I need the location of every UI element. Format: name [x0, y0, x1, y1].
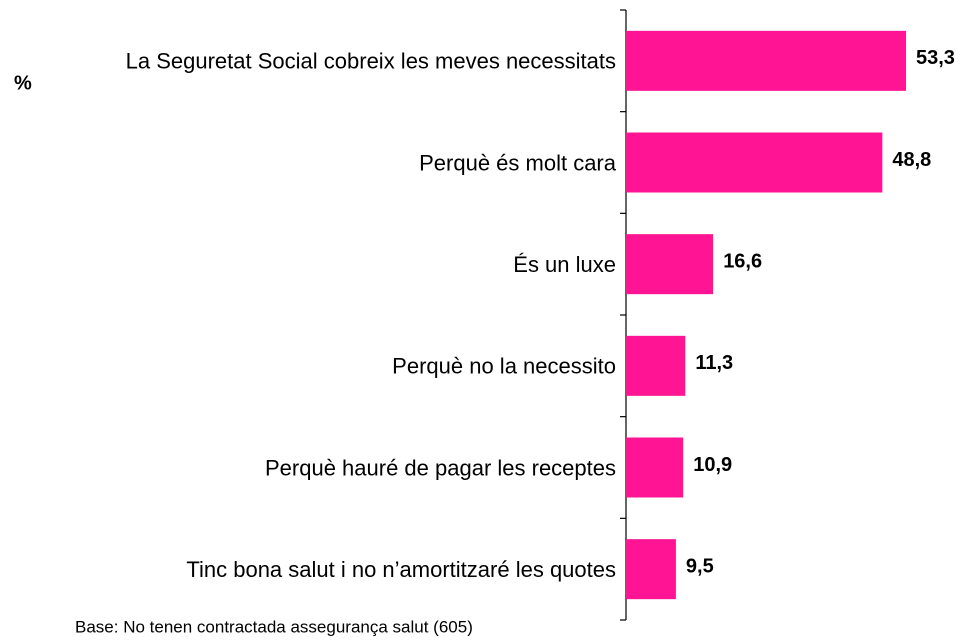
category-label: Perquè no la necessito	[392, 354, 616, 379]
bar	[626, 335, 686, 396]
category-label: Tinc bona salut i no n’amortitzaré les q…	[186, 557, 616, 582]
value-label: 9,5	[686, 555, 714, 577]
value-label: 10,9	[693, 454, 732, 476]
bar	[626, 437, 684, 498]
value-label: 53,3	[916, 47, 955, 69]
bar	[626, 132, 883, 193]
category-label: Perquè és molt cara	[419, 150, 617, 175]
category-label: És un luxe	[513, 252, 616, 277]
value-label: 11,3	[695, 352, 733, 374]
bar	[626, 30, 906, 91]
category-label: Perquè hauré de pagar les receptes	[265, 455, 616, 480]
value-label: 48,8	[892, 149, 931, 171]
unit-label: %	[14, 72, 32, 94]
bar	[626, 539, 676, 600]
value-label: 16,6	[723, 250, 762, 272]
bar	[626, 234, 714, 295]
note: Base: No tenen contractada assegurança s…	[75, 617, 473, 636]
category-label: La Seguretat Social cobreix les meves ne…	[126, 49, 616, 74]
